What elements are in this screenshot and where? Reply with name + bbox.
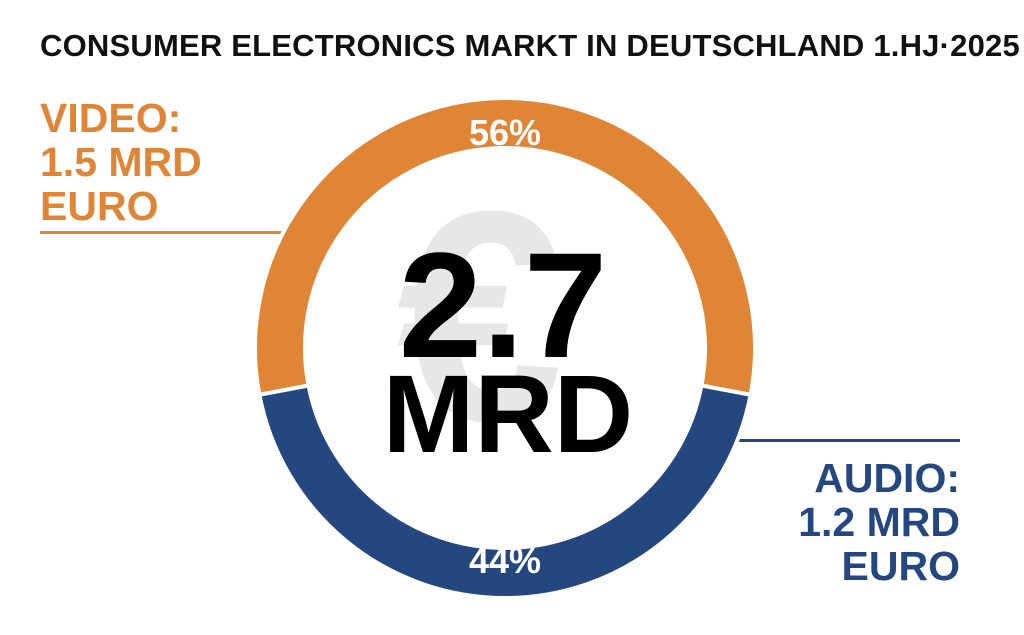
- audio-label-line-1: AUDIO:: [814, 455, 960, 501]
- center-unit: MRD: [383, 353, 634, 476]
- audio-label: AUDIO: 1.2 MRD EURO: [798, 456, 960, 588]
- audio-label-line-3: EURO: [841, 543, 960, 589]
- video-percent-label: 56%: [469, 112, 541, 153]
- audio-slice: [257, 383, 753, 600]
- video-label-line-2: 1.5 MRD: [40, 139, 202, 185]
- video-label: VIDEO: 1.5 MRD EURO: [40, 96, 202, 228]
- video-label-line-1: VIDEO:: [40, 95, 182, 141]
- donut-slices: [253, 96, 757, 600]
- video-slice: [253, 96, 757, 398]
- euro-symbol: €: [397, 148, 564, 484]
- audio-leader-line: [734, 439, 960, 442]
- video-label-line-3: EURO: [40, 183, 159, 229]
- center-value: 2.7: [399, 221, 608, 389]
- audio-percent-label: 44%: [469, 540, 541, 581]
- chart-title: CONSUMER ELECTRONICS MARKT IN DEUTSCHLAN…: [40, 28, 1020, 63]
- video-leader-line: [40, 231, 284, 234]
- audio-label-line-2: 1.2 MRD: [798, 499, 960, 545]
